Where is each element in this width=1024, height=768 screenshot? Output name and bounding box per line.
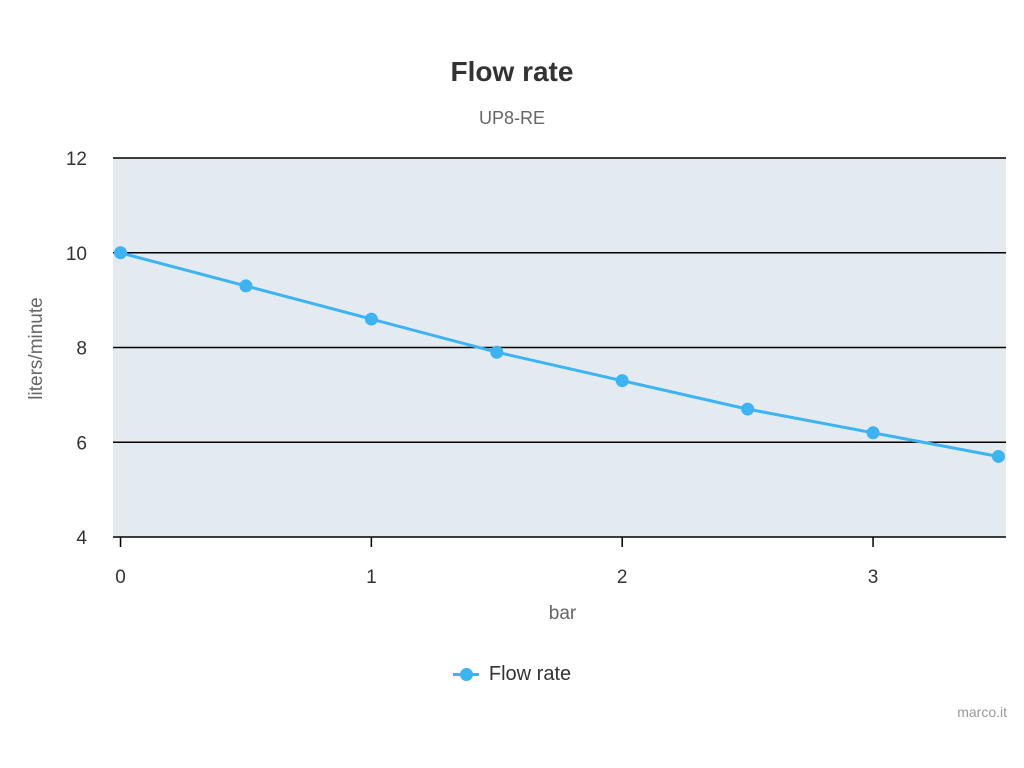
data-point <box>866 426 880 440</box>
legend: Flow rate <box>0 662 1024 686</box>
y-tick-label: 4 <box>76 528 87 549</box>
data-point <box>114 246 128 260</box>
legend-label: Flow rate <box>488 662 572 685</box>
series-line-flow-rate <box>119 251 1000 458</box>
data-point <box>991 449 1005 463</box>
data-point <box>615 374 629 388</box>
y-tick-label: 8 <box>76 339 87 360</box>
x-tick-label: 3 <box>868 567 879 588</box>
x-tick-label: 1 <box>366 567 377 588</box>
credits-link[interactable]: marco.it <box>957 704 1007 720</box>
x-tick-label: 2 <box>617 567 628 588</box>
legend-marker-icon <box>452 662 479 686</box>
x-tick-label: 0 <box>115 567 126 588</box>
data-point <box>364 312 378 326</box>
data-point <box>239 279 253 293</box>
legend-item-flow-rate[interactable]: Flow rate <box>452 662 572 686</box>
y-tick-label: 6 <box>76 433 87 454</box>
data-point <box>490 345 504 359</box>
data-point <box>741 402 755 416</box>
chart-subtitle: UP8-RE <box>478 108 545 128</box>
chart-title: Flow rate <box>450 56 574 87</box>
y-tick-label: 12 <box>66 149 87 170</box>
x-axis-title: bar <box>549 603 577 624</box>
y-tick-label: 10 <box>66 244 87 265</box>
y-axis-title: liters/minute <box>26 297 47 399</box>
